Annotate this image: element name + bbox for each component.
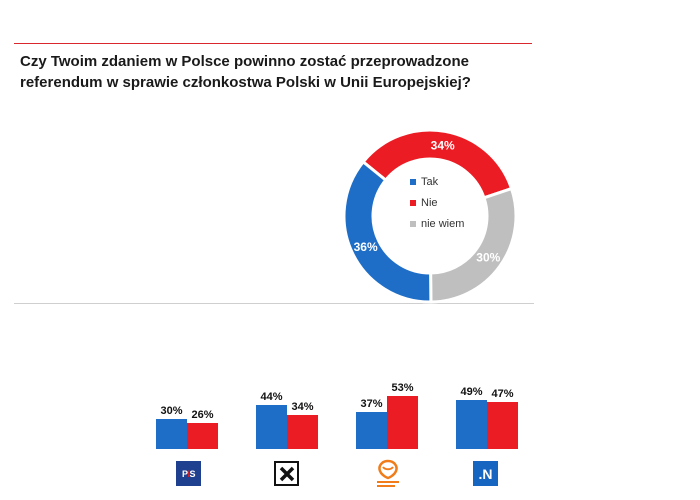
bar-nie-1 [287,415,318,449]
bar-data-label: 49% [460,386,482,398]
donut-data-label: 34% [431,139,455,153]
bar-tak-3 [456,400,487,449]
donut-slice-tak [342,159,433,304]
top-rule [14,43,532,44]
donut-data-label: 36% [354,240,378,254]
party-bar-chart: 30% 26% 44% 34% 37% 53% 49% 47% [156,382,518,449]
bar-data-label: 26% [191,409,213,421]
bar-data-label: 30% [160,405,182,417]
chart-title: Czy Twoim zdaniem w Polsce powinno zosta… [20,53,471,91]
bar-tak-1 [256,405,287,449]
platforma-obywatelska-logo [373,458,403,490]
donut-legend: Tak Nie nie wiem [410,176,464,230]
divider [14,303,534,304]
bar-tak-0 [156,419,187,449]
legend-swatch [410,179,416,185]
donut-data-label: 30% [476,250,500,264]
bar-tak-2 [356,412,387,449]
legend-swatch [410,200,416,206]
legend-label: nie wiem [421,218,464,230]
bar-data-label: 37% [360,398,382,410]
bar-data-label: 34% [291,401,313,413]
legend-label: Nie [421,197,438,209]
bar-data-label: 44% [260,391,282,403]
bar-data-label: 53% [391,382,413,394]
legend-label: Tak [421,176,439,188]
bar-data-label: 47% [491,388,513,400]
donut-chart: 34% 30% 36% [342,128,518,304]
donut-slice-nie-wiem [429,186,518,304]
kukiz-logo [274,461,299,486]
bar-nie-0 [187,423,218,449]
nowoczesna-logo: .N [473,461,498,486]
legend-swatch [410,221,416,227]
bar-nie-3 [487,402,518,449]
bar-nie-2 [387,396,418,449]
